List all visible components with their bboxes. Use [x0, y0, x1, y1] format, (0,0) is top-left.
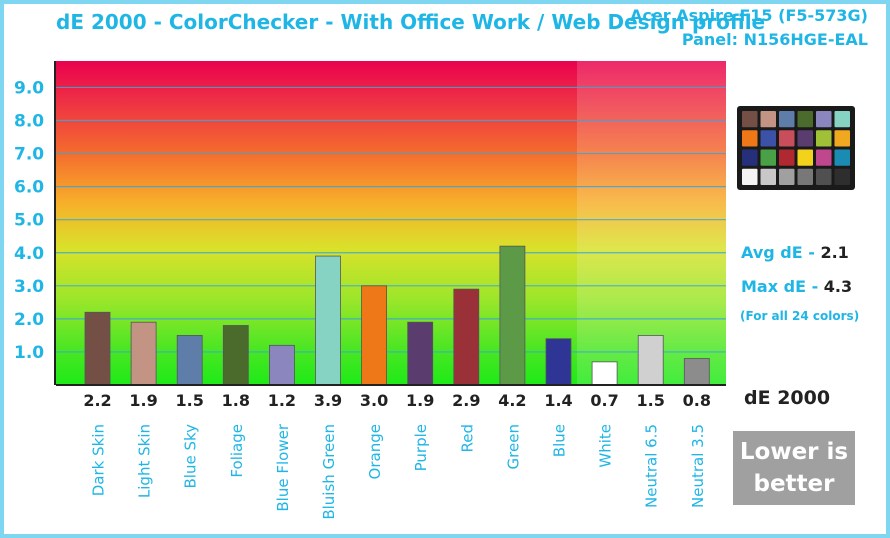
- metric-label: dE 2000: [744, 387, 831, 409]
- category-label: Red: [458, 424, 476, 453]
- checker-swatch: [797, 168, 813, 185]
- category-label: White: [597, 424, 615, 468]
- bar: [315, 255, 341, 386]
- value-label: 1.5: [176, 391, 204, 410]
- checker-swatch: [779, 130, 795, 147]
- checker-swatch: [779, 168, 795, 185]
- neutral-shade: [577, 61, 726, 385]
- checker-swatch: [760, 149, 776, 166]
- checker-swatch: [742, 111, 758, 128]
- value-label: 1.9: [129, 391, 157, 410]
- bar: [499, 245, 526, 386]
- max-de-value: 4.3: [823, 277, 853, 296]
- y-axis-line: [54, 61, 56, 385]
- category-label: Light Skin: [136, 424, 154, 498]
- category-label: Bluish Green: [320, 424, 338, 520]
- category-label: Blue Flower: [274, 423, 292, 511]
- x-axis-line: [56, 384, 726, 386]
- checker-swatch: [834, 130, 850, 147]
- category-label: Blue: [551, 424, 569, 457]
- lower-is-better-badge: Lower is better: [733, 431, 855, 505]
- value-label: 1.9: [406, 391, 434, 410]
- category-label: Purple: [412, 424, 430, 471]
- avg-de-value: 2.1: [820, 243, 849, 262]
- bar: [176, 335, 203, 386]
- value-label: 4.2: [498, 391, 526, 410]
- checker-swatch: [779, 111, 795, 128]
- bar: [407, 321, 434, 386]
- bar: [130, 321, 157, 386]
- y-tick-label: 2.0: [14, 310, 44, 330]
- checker-swatch: [834, 149, 850, 166]
- checker-swatch: [797, 130, 813, 147]
- bar: [222, 325, 249, 386]
- category-label: Dark Skin: [90, 424, 108, 496]
- bar: [591, 361, 618, 386]
- checker-swatch: [742, 149, 758, 166]
- checker-swatch: [816, 130, 832, 147]
- y-tick-label: 9.0: [14, 78, 44, 98]
- y-tick-label: 8.0: [14, 112, 44, 132]
- category-label: Foliage: [228, 424, 246, 478]
- chart-title: dE 2000 - ColorChecker - With Office Wor…: [56, 10, 766, 34]
- device-info: Acer Aspire F15 (F5-573G) Panel: N156HGE…: [630, 4, 868, 52]
- value-label: 0.7: [590, 391, 618, 410]
- checker-swatch: [816, 168, 832, 185]
- bar: [361, 285, 388, 386]
- category-label: Neutral 3.5: [689, 424, 707, 508]
- value-label: 0.8: [683, 391, 711, 410]
- category-label: Orange: [366, 424, 384, 479]
- value-label: 2.2: [83, 391, 111, 410]
- checker-swatch: [816, 111, 832, 128]
- checker-swatch: [816, 149, 832, 166]
- value-label: 1.2: [268, 391, 296, 410]
- checker-swatch: [760, 168, 776, 185]
- checker-swatch: [797, 111, 813, 128]
- y-tick-label: 3.0: [14, 277, 44, 297]
- value-label: 2.9: [452, 391, 480, 410]
- y-tick-label: 1.0: [14, 343, 44, 363]
- bar: [545, 338, 572, 386]
- y-tick-label: 5.0: [14, 211, 44, 231]
- category-label: Neutral 6.5: [643, 424, 661, 508]
- checker-swatch: [834, 168, 850, 185]
- checker-swatch: [742, 130, 758, 147]
- bar: [268, 344, 295, 386]
- value-label: 1.8: [222, 391, 250, 410]
- y-tick-label: 7.0: [14, 145, 44, 165]
- plot-area: [56, 61, 726, 385]
- colorchecker-icon: [737, 106, 855, 190]
- value-label: 3.9: [314, 391, 342, 410]
- value-label: 1.5: [637, 391, 665, 410]
- value-label: 1.4: [544, 391, 572, 410]
- avg-de-stat: Avg dE - 2.1: [741, 243, 849, 262]
- stats-note: (For all 24 colors): [740, 309, 860, 323]
- device-name: Acer Aspire F15 (F5-573G): [630, 6, 868, 25]
- max-de-label: Max dE -: [741, 277, 819, 296]
- y-tick-label: 6.0: [14, 178, 44, 198]
- category-label: Blue Sky: [182, 424, 200, 489]
- bar: [637, 335, 664, 386]
- panel-name: Panel: N156HGE-EAL: [681, 30, 868, 49]
- avg-de-label: Avg dE -: [741, 243, 815, 262]
- checker-swatch: [797, 149, 813, 166]
- checker-swatch: [760, 111, 776, 128]
- y-tick-label: 4.0: [14, 244, 44, 264]
- lower-is-better-text: Lower is better: [739, 439, 849, 497]
- bar: [683, 358, 710, 386]
- value-label: 3.0: [360, 391, 388, 410]
- checker-swatch: [760, 130, 776, 147]
- bar: [84, 311, 111, 386]
- checker-swatch: [834, 111, 850, 128]
- checker-swatch: [742, 168, 758, 185]
- bar: [453, 288, 480, 386]
- max-de-stat: Max dE - 4.3: [741, 277, 852, 296]
- checker-swatch: [779, 149, 795, 166]
- category-label: Green: [504, 424, 522, 469]
